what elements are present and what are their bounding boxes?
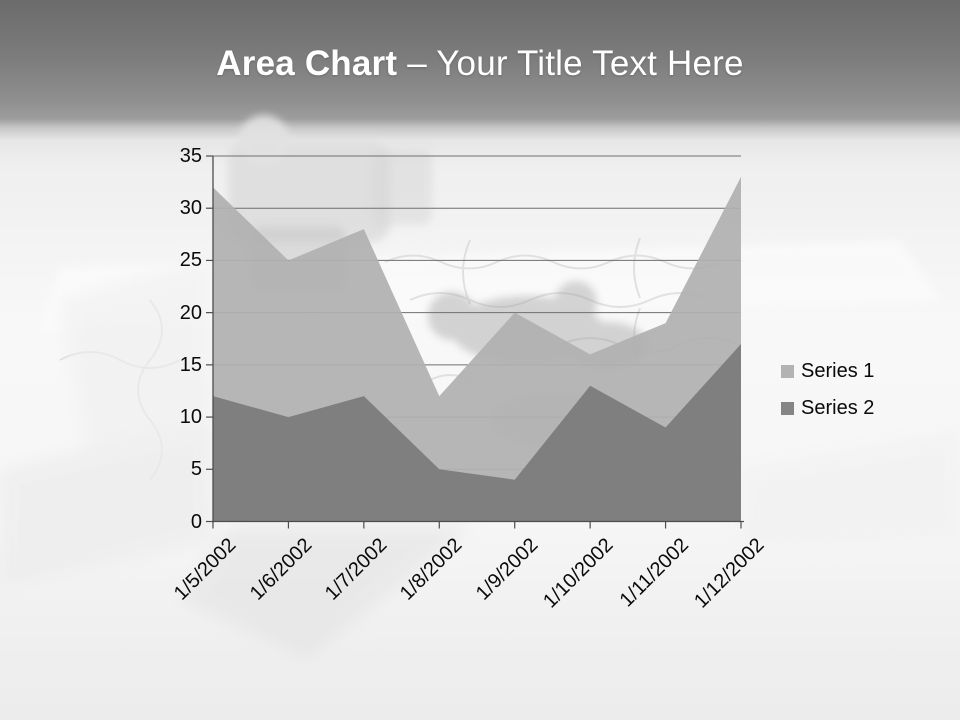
y-axis-label: 25: [179, 249, 202, 272]
slide-title-rest: – Your Title Text Here: [407, 44, 744, 83]
legend-swatch-icon: [781, 364, 794, 378]
slide-title-bold: Area Chart: [216, 44, 398, 83]
board-edge-shapes: [0, 258, 960, 660]
legend-label: Series 2: [801, 396, 875, 419]
slide-title: Area Chart – Your Title Text Here: [0, 42, 960, 86]
y-axis-label: 5: [190, 458, 202, 481]
legend-item: Series 1: [781, 359, 874, 383]
legend-label: Series 1: [801, 359, 875, 382]
chart-legend: Series 1 Series 2: [781, 359, 874, 433]
y-axis-label: 30: [179, 197, 202, 220]
y-axis-label: 15: [179, 353, 202, 376]
series-area-2: [213, 343, 741, 522]
y-axis-label: 10: [179, 406, 202, 429]
legend-item: Series 2: [781, 396, 874, 420]
legend-swatch-icon: [781, 401, 794, 415]
y-axis-label: 35: [179, 145, 202, 167]
y-axis-label: 0: [190, 510, 202, 533]
y-axis-label: 20: [179, 301, 202, 324]
